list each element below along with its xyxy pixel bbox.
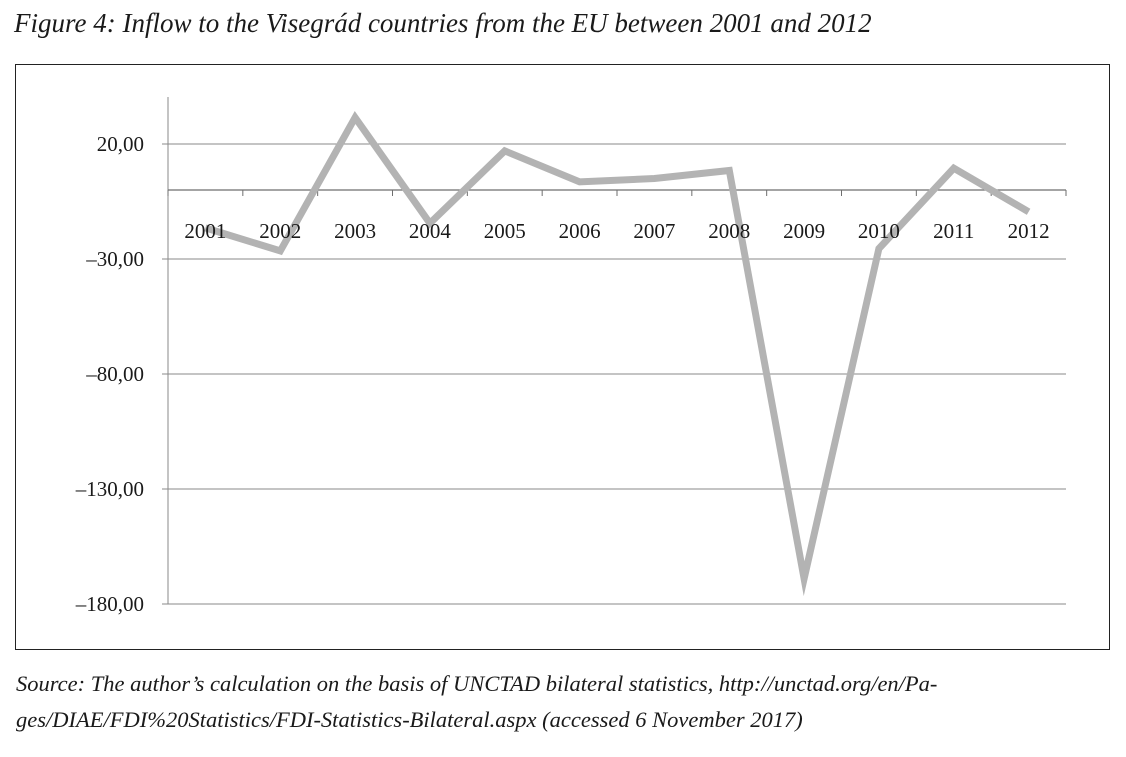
- line-chart: 20,00 –30,00 –80,00 –130,00 –180,00 2001 2002 2…: [75, 97, 1067, 616]
- source-note: Source: The author’s calculation on the …: [16, 666, 1116, 738]
- x-tick-label: 2005: [484, 219, 526, 243]
- x-tick-label: 2012: [1008, 219, 1050, 243]
- y-tick-label: 20,00: [97, 132, 144, 156]
- chart-frame: 20,00 –30,00 –80,00 –130,00 –180,00 2001 2002 2…: [15, 64, 1110, 650]
- x-tick-label: 2003: [334, 219, 376, 243]
- x-tick-label: 2009: [783, 219, 825, 243]
- y-tick-label: –30,00: [85, 247, 144, 271]
- y-tick-label: –130,00: [75, 477, 144, 501]
- source-note-line-2: ges/DIAE/FDI%20Statistics/FDI-Statistics…: [16, 707, 803, 732]
- y-tick-label: –180,00: [75, 592, 144, 616]
- x-tick-label: 2010: [858, 219, 900, 243]
- x-tick-label: 2001: [184, 219, 226, 243]
- x-tick-label: 2007: [633, 219, 675, 243]
- x-tick-label: 2011: [933, 219, 974, 243]
- series-line: [204, 110, 1031, 597]
- x-tick-label: 2002: [259, 219, 301, 243]
- x-tick-label: 2006: [559, 219, 601, 243]
- source-note-line-1: Source: The author’s calculation on the …: [16, 671, 938, 696]
- y-tick-label: –80,00: [85, 362, 144, 386]
- x-tick-label: 2008: [708, 219, 750, 243]
- x-tick-label: 2004: [409, 219, 452, 243]
- figure-title: Figure 4: Inflow to the Visegrád countri…: [14, 8, 872, 38]
